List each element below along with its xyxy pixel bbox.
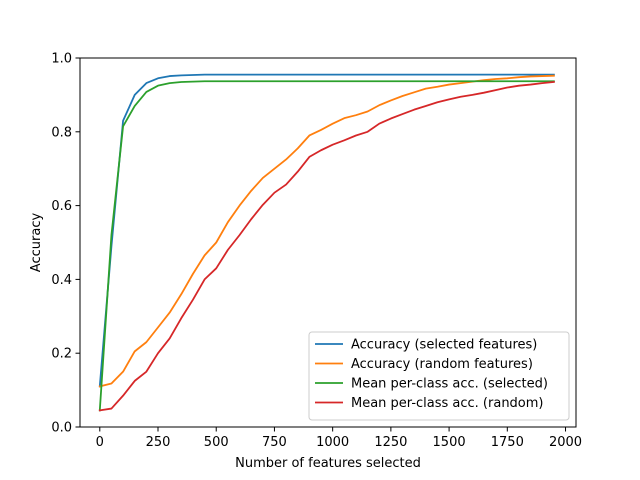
y-axis: 0.0 0.2 0.4 0.6 0.8 1.0: [51, 52, 80, 436]
x-tick-label: 500: [204, 435, 229, 450]
x-tick-label: 250: [146, 435, 171, 450]
x-tick-label: 1250: [374, 435, 407, 450]
x-axis: 0 250 500 750 1000 1250 1500 1750 2000: [96, 427, 582, 450]
legend-entry-label: Mean per-class acc. (random): [351, 396, 544, 411]
y-tick-label: 0.4: [51, 273, 72, 288]
x-tick-label: 2000: [549, 435, 582, 450]
y-tick-label: 1.0: [51, 52, 72, 67]
x-tick-label: 750: [262, 435, 287, 450]
legend-entry-label: Accuracy (random features): [351, 357, 533, 372]
axes-spines: [79, 57, 577, 428]
x-axis-label: Number of features selected: [235, 456, 421, 471]
y-tick-label: 0.0: [51, 421, 72, 436]
legend-entry-label: Mean per-class acc. (selected): [351, 377, 548, 392]
series-layer: [98, 73, 555, 412]
y-tick-label: 0.8: [51, 125, 72, 140]
x-tick-label: 1000: [316, 435, 349, 450]
x-tick-label: 0: [96, 435, 104, 450]
y-tick-label: 0.6: [51, 199, 72, 214]
series-line-1: [98, 73, 555, 388]
series-line-3: [98, 80, 555, 412]
legend: Accuracy (selected features) Accuracy (ra…: [308, 331, 570, 421]
legend-entry-label: Accuracy (selected features): [351, 338, 537, 353]
y-tick-label: 0.2: [51, 347, 72, 362]
legend-box: [308, 331, 570, 421]
axes-frame: [79, 57, 577, 428]
x-tick-label: 1750: [491, 435, 524, 450]
y-axis-label: Accuracy: [29, 213, 44, 273]
series-line-4: [98, 80, 555, 412]
x-tick-label: 1500: [433, 435, 466, 450]
